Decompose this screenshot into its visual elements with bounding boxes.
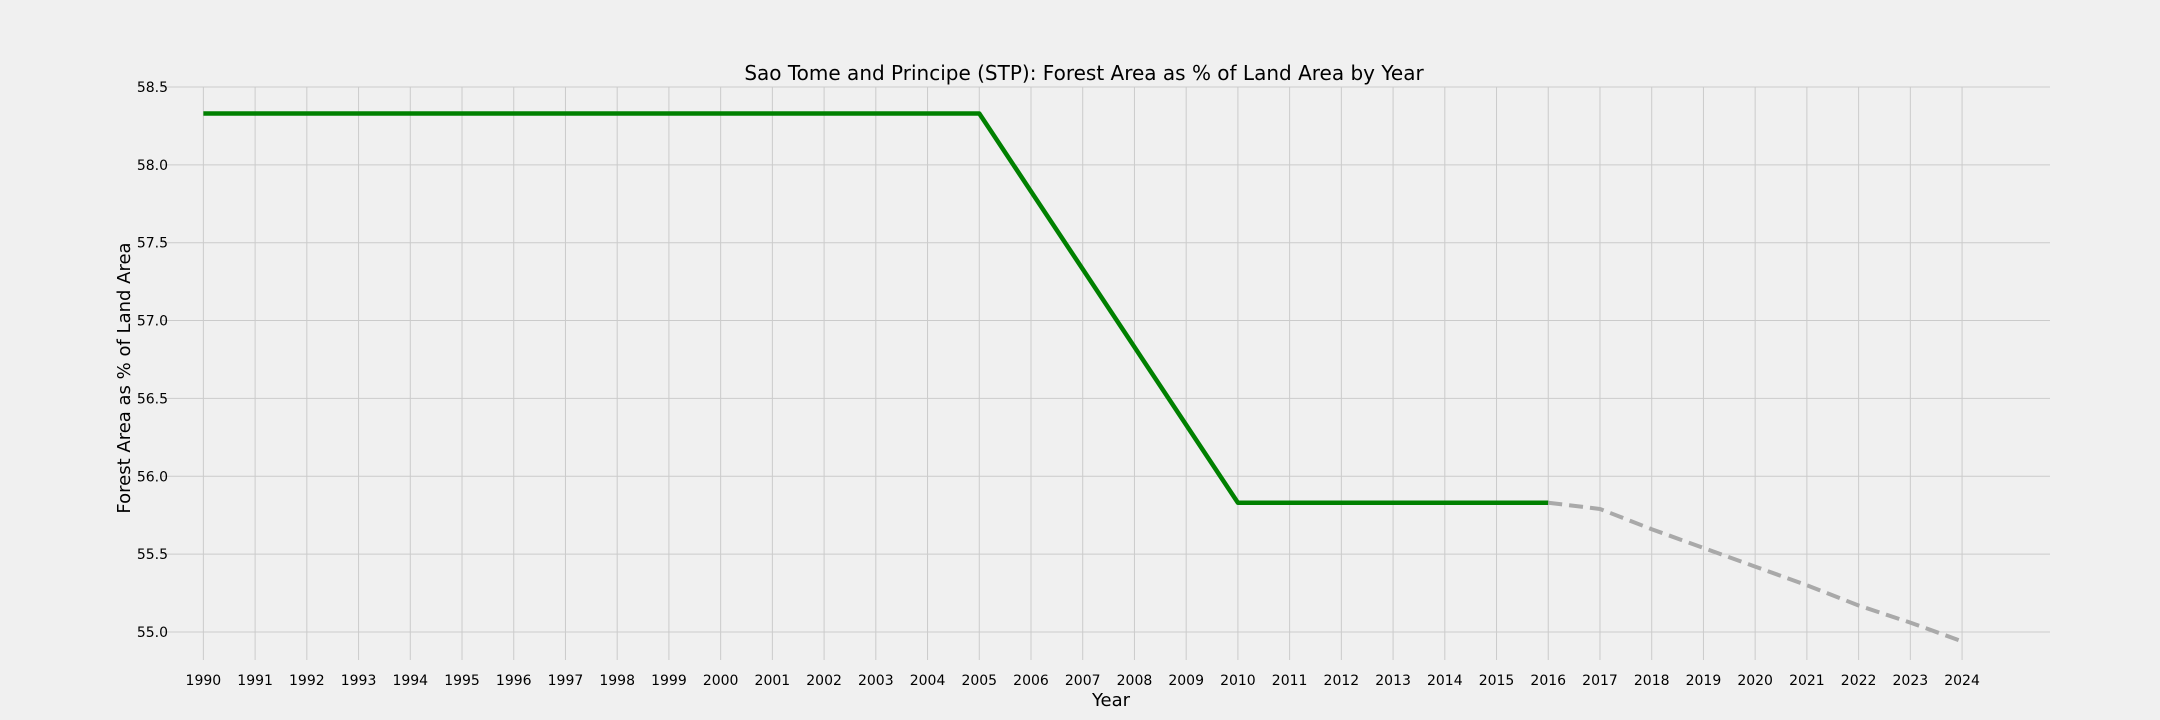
x-tick-label: 2008 — [1117, 673, 1153, 689]
x-tick-label: 1995 — [444, 673, 480, 689]
x-tick-label: 1993 — [341, 673, 377, 689]
y-tick-label: 55.0 — [137, 625, 168, 641]
x-tick-label: 2013 — [1375, 673, 1411, 689]
x-tick-label: 2019 — [1686, 673, 1722, 689]
y-tick-label: 58.0 — [137, 158, 168, 174]
y-tick-label: 56.5 — [137, 391, 168, 407]
x-tick-label: 2011 — [1272, 673, 1308, 689]
forest-area-series-line — [203, 111, 1549, 505]
x-tick-label: 1998 — [599, 673, 635, 689]
x-tick-label: 1991 — [237, 673, 273, 689]
x-axis-label: Year — [1091, 690, 1131, 711]
x-tick-label: 1997 — [548, 673, 584, 689]
y-tick-labels: 55.0 55.5 56.0 56.5 57.0 57.5 58.0 58.5 — [137, 80, 168, 641]
x-tick-label: 2022 — [1841, 673, 1877, 689]
x-tick-label: 2015 — [1479, 673, 1515, 689]
x-tick-label: 2010 — [1220, 673, 1256, 689]
x-tick-label: 2024 — [1944, 673, 1980, 689]
x-tick-label: 1990 — [186, 673, 222, 689]
y-tick-label: 58.5 — [137, 80, 168, 96]
x-tick-label: 2018 — [1634, 673, 1670, 689]
x-tick-label: 2012 — [1324, 673, 1360, 689]
x-tick-label: 2003 — [858, 673, 894, 689]
x-tick-label: 1999 — [651, 673, 687, 689]
y-tick-label: 56.0 — [137, 469, 168, 485]
grid — [162, 86, 2050, 660]
x-tick-label: 2000 — [703, 673, 739, 689]
x-tick-label: 2007 — [1065, 673, 1101, 689]
x-tick-label: 2014 — [1427, 673, 1463, 689]
y-axis-label: Forest Area as % of Land Area — [114, 242, 135, 513]
y-tick-label: 57.0 — [137, 314, 168, 330]
x-tick-label: 2016 — [1530, 673, 1566, 689]
x-tick-label: 2004 — [910, 673, 946, 689]
x-tick-label: 2021 — [1789, 673, 1825, 689]
chart-title: Sao Tome and Principe (STP): Forest Area… — [744, 61, 1424, 85]
x-tick-label: 2009 — [1168, 673, 1204, 689]
x-tick-label: 2017 — [1582, 673, 1618, 689]
y-tick-label: 55.5 — [137, 547, 168, 563]
x-tick-label: 1994 — [392, 673, 428, 689]
x-tick-labels: 1990 1991 1992 1993 1994 1995 1996 1997 1998 1999… — [186, 673, 1980, 689]
x-tick-label: 1992 — [289, 673, 325, 689]
x-tick-label: 2023 — [1893, 673, 1929, 689]
forecast-series-line — [1548, 500, 1963, 644]
x-tick-label: 2006 — [1013, 673, 1049, 689]
x-tick-label: 2005 — [961, 673, 997, 689]
x-tick-label: 1996 — [496, 673, 532, 689]
x-tick-label: 2001 — [755, 673, 791, 689]
x-tick-label: 2002 — [806, 673, 842, 689]
y-tick-label: 57.5 — [137, 236, 168, 252]
series-layer — [203, 111, 1963, 644]
x-tick-label: 2020 — [1737, 673, 1773, 689]
